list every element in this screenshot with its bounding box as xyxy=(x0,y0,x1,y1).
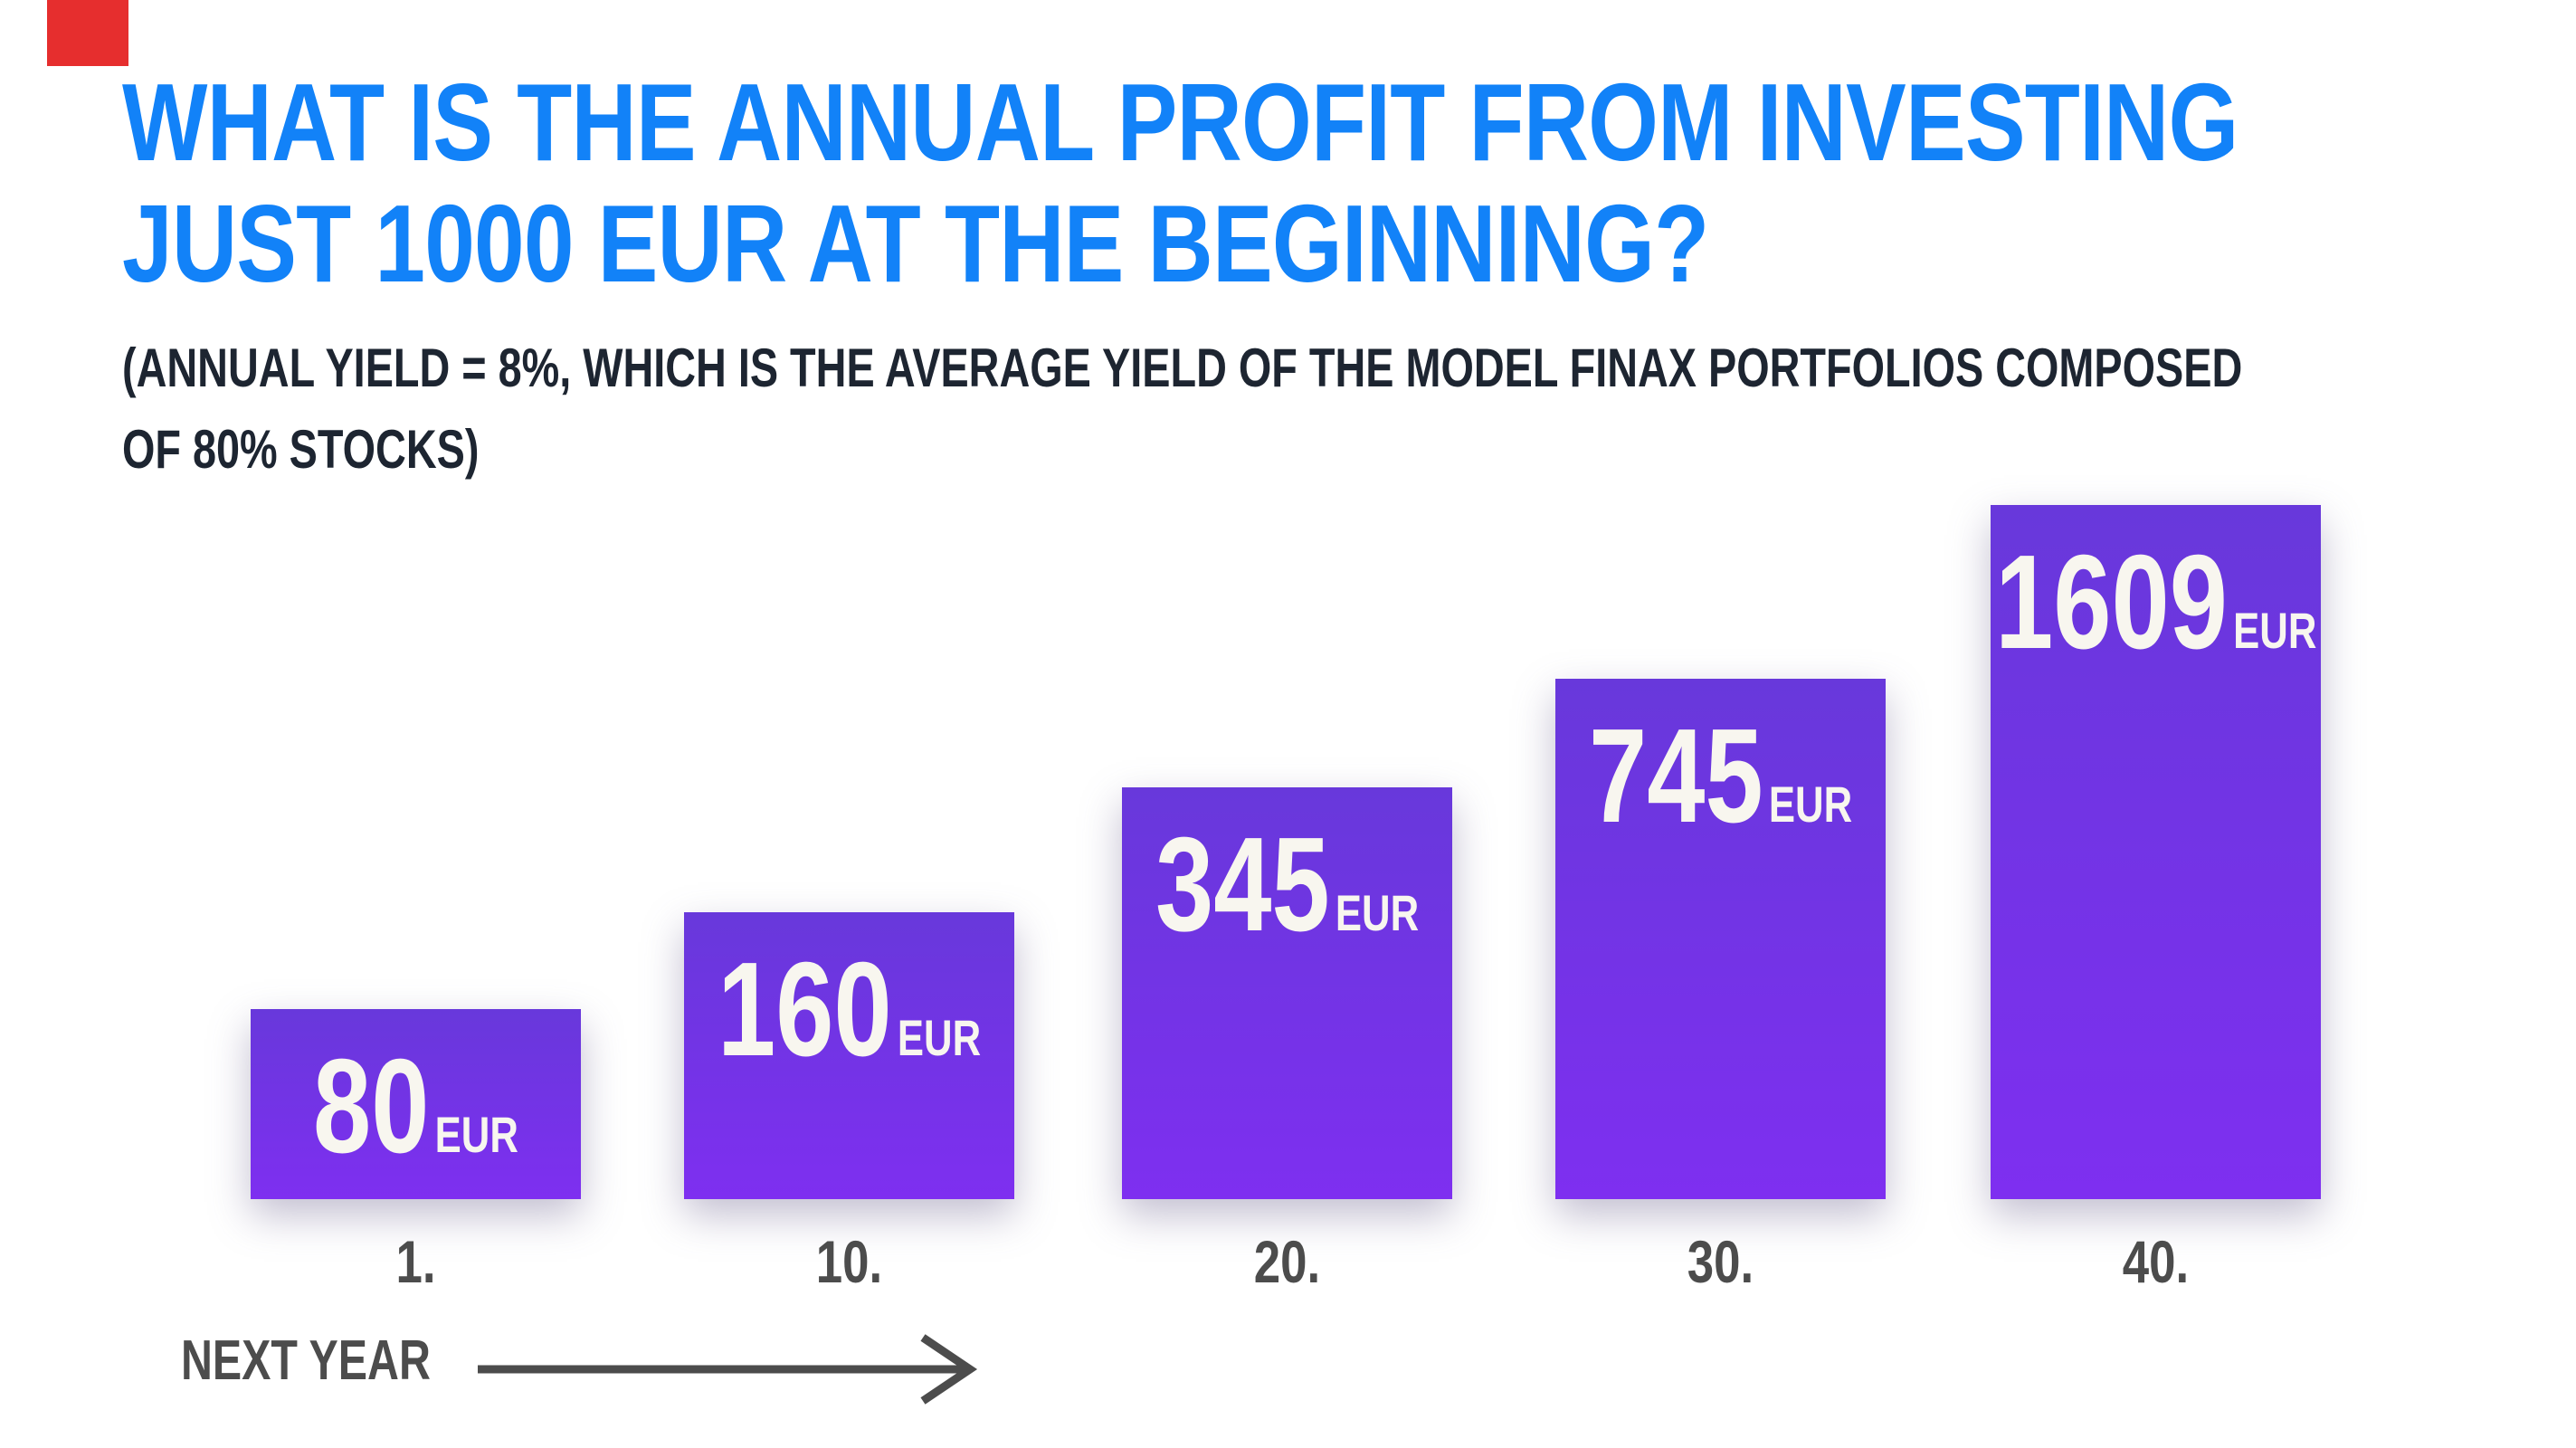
next-year-arrow-icon xyxy=(478,1334,978,1405)
x-axis-tick-label: 30. xyxy=(1687,1228,1754,1295)
bar: 160 EUR xyxy=(684,912,1014,1199)
x-axis-tick-label: 40. xyxy=(2122,1228,2190,1295)
bar-value: 80 xyxy=(313,1032,430,1181)
bar-value: 1609 xyxy=(1994,528,2228,677)
x-axis-caption: NEXT YEAR xyxy=(181,1329,431,1392)
page-subtitle-line2: OF 80% STOCKS) xyxy=(122,419,480,480)
page-subtitle: (ANNUAL YIELD = 8%, WHICH IS THE AVERAGE… xyxy=(122,328,2242,491)
x-axis-tick-label: 20. xyxy=(1253,1228,1321,1295)
bar-value: 345 xyxy=(1155,810,1330,959)
x-axis-tick-label: 10. xyxy=(815,1228,883,1295)
page-title-line2: JUST 1000 EUR AT THE BEGINNING? xyxy=(122,182,1709,305)
bar-value-label: 345 EUR xyxy=(1155,818,1419,952)
bar-unit: EUR xyxy=(897,1009,982,1066)
bar-unit: EUR xyxy=(1768,776,1853,833)
page-title: WHAT IS THE ANNUAL PROFIT FROM INVESTING… xyxy=(122,61,2239,305)
bar: 1609 EUR xyxy=(1991,505,2321,1199)
bar-value-label: 745 EUR xyxy=(1589,710,1852,843)
page-subtitle-line1: (ANNUAL YIELD = 8%, WHICH IS THE AVERAGE… xyxy=(122,338,2243,398)
bar-unit: EUR xyxy=(1335,884,1420,941)
bar-value-label: 160 EUR xyxy=(718,943,981,1077)
bar: 80 EUR xyxy=(251,1009,581,1199)
bar-unit: EUR xyxy=(434,1106,518,1163)
page-title-line1: WHAT IS THE ANNUAL PROFIT FROM INVESTING xyxy=(122,61,2239,184)
x-axis-tick-label: 1. xyxy=(395,1228,436,1295)
bar-value: 160 xyxy=(717,935,892,1084)
bar: 345 EUR xyxy=(1122,787,1452,1199)
bar-value: 745 xyxy=(1588,701,1763,851)
bar: 745 EUR xyxy=(1555,679,1886,1199)
bar-unit: EUR xyxy=(2232,602,2317,659)
bar-value-label: 80 EUR xyxy=(313,1040,518,1174)
bar-value-label: 1609 EUR xyxy=(1995,536,2316,670)
brand-logo-mark xyxy=(47,0,128,66)
